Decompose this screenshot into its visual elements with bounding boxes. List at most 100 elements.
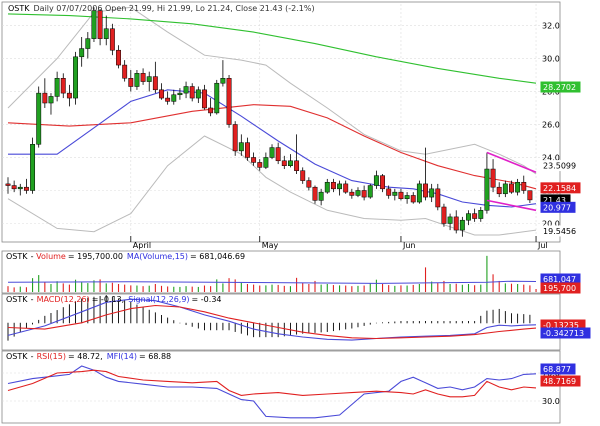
- volume-symbol: OSTK: [6, 252, 28, 261]
- volume-dash: -: [31, 252, 34, 261]
- candle-body: [300, 170, 306, 181]
- candle-body: [42, 92, 48, 104]
- rsi-tick-label: 30.0: [542, 397, 560, 406]
- candle-body: [116, 49, 121, 66]
- trendline-upper: [486, 151, 537, 174]
- candle-body: [416, 183, 422, 203]
- candle-body: [140, 73, 146, 82]
- candle-body: [208, 107, 214, 114]
- macd-value: = -0.13,: [92, 295, 125, 304]
- candle-body: [502, 183, 508, 195]
- macd-lines: [7, 298, 537, 341]
- candle-body: [251, 157, 257, 163]
- candle-body: [36, 92, 42, 145]
- price-tag-21.43: 21.43: [543, 196, 566, 205]
- candle-body: [484, 168, 490, 211]
- trendline-lower: [486, 199, 537, 212]
- macd-line: [7, 298, 537, 341]
- candle-body: [5, 183, 11, 186]
- volume-ma-label: MA(Volume,15): [127, 252, 188, 261]
- ma-short-line: [8, 89, 537, 208]
- macd-panel: [1, 293, 561, 351]
- candle-body: [527, 190, 533, 201]
- candle-body: [312, 186, 318, 201]
- candle-body: [349, 191, 355, 196]
- candle-body: [453, 216, 459, 231]
- macd-signal-label: Signal(12,26,9): [128, 295, 189, 304]
- volume-title: Volume: [36, 252, 66, 261]
- candle-body: [103, 28, 109, 39]
- price-tag-22.1584-bg: [540, 182, 581, 194]
- volume-ma-value: = 681,046.69: [190, 252, 245, 261]
- candle-body: [373, 175, 379, 186]
- candle-body: [287, 160, 293, 166]
- volume-bars: [7, 255, 537, 292]
- candle-body: [294, 160, 300, 171]
- volume-ma-line: [7, 280, 537, 284]
- candle-body: [343, 183, 349, 193]
- macd-tag-signal: -0.342713: [543, 329, 584, 338]
- candle-body: [380, 175, 385, 190]
- macd-tag-signal-bg: [540, 327, 591, 339]
- rsi-tag-mfi: 68.877: [543, 365, 571, 374]
- candle-body: [429, 188, 435, 198]
- bollinger-upper-line: [7, 6, 537, 175]
- candle-body: [281, 160, 287, 166]
- price-tick-label: 20.0: [542, 219, 560, 228]
- candle-body: [73, 56, 78, 99]
- volume-tag-ma: 681,047: [543, 275, 576, 284]
- candle-body: [232, 124, 238, 152]
- candle-body: [85, 38, 91, 49]
- candle-body: [269, 147, 275, 158]
- x-tick-label: Jun: [402, 241, 416, 250]
- price-tag-20.977-bg: [540, 201, 576, 213]
- volume-panel: [1, 250, 561, 294]
- candle-body: [392, 191, 398, 196]
- mfi-line: [7, 365, 537, 419]
- mfi-value: = 68.88: [139, 352, 171, 361]
- candle-body: [183, 86, 189, 94]
- candle-body: [515, 181, 521, 193]
- candle-body: [202, 89, 207, 109]
- candle-body: [306, 180, 312, 188]
- price-info: Daily 07/07/2006 Open 21.99, Hi 21.99, L…: [34, 4, 315, 13]
- macd-dash: -: [31, 295, 34, 304]
- candle-body: [177, 92, 183, 96]
- trendlines: [486, 151, 537, 212]
- candle-body: [398, 191, 404, 199]
- candle-body: [472, 213, 478, 219]
- candle-body: [404, 195, 410, 199]
- macd-header: OSTK - MACD(12,26) = -0.13, Signal(12,26,9) =…: [6, 295, 222, 304]
- candle-body: [152, 76, 158, 91]
- volume-header: OSTK - Volume = 195,700.00 MA(Volume,15) = 68…: [6, 252, 245, 261]
- rsi-tag-rsi: 48.7169: [543, 377, 576, 386]
- candle-body: [134, 73, 140, 87]
- volume-ma-polyline: [7, 280, 537, 284]
- x-tick-label: May: [262, 241, 279, 250]
- candle-body: [238, 142, 244, 152]
- candlesticks: [5, 7, 533, 237]
- candle-body: [245, 142, 250, 158]
- candle-body: [324, 181, 330, 193]
- ma-mid-line: [7, 104, 537, 190]
- price-tick-label: 26.0: [542, 120, 560, 129]
- candle-body: [441, 206, 447, 224]
- macd-value-tags: -0.13235-0.342713: [540, 319, 591, 339]
- rsi-value: = 48.72,: [68, 352, 103, 361]
- candle-body: [386, 188, 392, 196]
- candle-body: [30, 144, 36, 191]
- candle-body: [66, 92, 72, 99]
- rsi-value-tags: 68.877 48.7169: [540, 363, 581, 387]
- candle-body: [496, 186, 502, 195]
- candle-body: [337, 183, 343, 190]
- candle-body: [11, 185, 17, 190]
- volume-tag-last-bg: [540, 282, 581, 294]
- candle-body: [509, 183, 514, 193]
- candle-body: [97, 10, 103, 39]
- x-tick-label: April: [133, 241, 151, 250]
- macd-tag-macd: -0.13235: [543, 321, 579, 330]
- candle-body: [79, 48, 85, 58]
- rsi-symbol: OSTK: [6, 352, 28, 361]
- candle-body: [48, 96, 54, 104]
